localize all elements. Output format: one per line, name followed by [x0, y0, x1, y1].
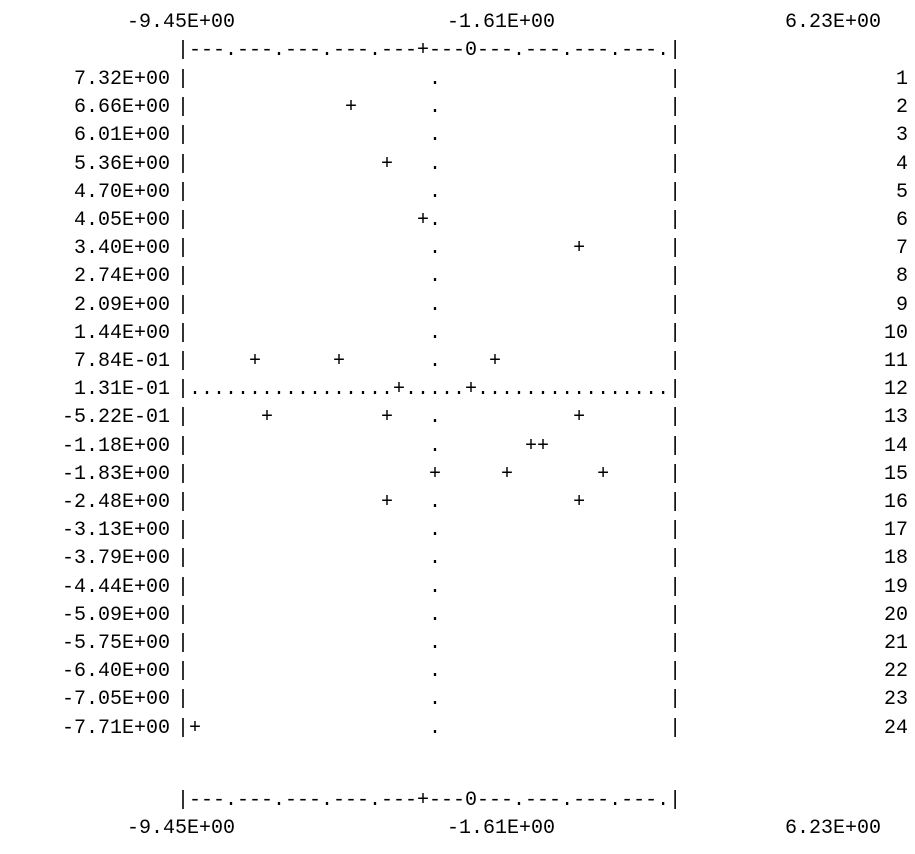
y-tick-label: -3.13E+00	[61, 519, 170, 542]
plot-row: | . |	[177, 322, 682, 345]
plot-row: | . + |	[177, 237, 682, 260]
y-tick-label: -4.44E+00	[61, 576, 170, 599]
plot-row: | . |	[177, 547, 682, 570]
plot-row: | . |	[177, 294, 682, 317]
plot-row: | + . |	[177, 153, 682, 176]
plot-row: | . |	[177, 68, 682, 91]
y-tick-label: 6.66E+00	[73, 96, 170, 119]
row-number: 18	[883, 547, 908, 570]
y-tick-label: 3.40E+00	[73, 237, 170, 260]
plot-row: | . |	[177, 181, 682, 204]
y-tick-label: 7.32E+00	[73, 68, 170, 91]
row-number: 5	[895, 181, 908, 204]
y-tick-label: 1.31E-01	[73, 378, 170, 401]
row-number: 16	[883, 491, 908, 514]
y-tick-label: -5.09E+00	[61, 604, 170, 627]
plot-row: | . |	[177, 632, 682, 655]
plot-row: |+ . |	[177, 717, 682, 740]
plot-row: | + + + |	[177, 463, 682, 486]
row-number: 11	[883, 350, 908, 373]
x-tick-label-bottom-mid: -1.61E+00	[447, 817, 556, 840]
plot-row: | . |	[177, 519, 682, 542]
plot-row: | +. |	[177, 209, 682, 232]
row-number: 6	[895, 209, 908, 232]
y-tick-label: -1.18E+00	[61, 435, 170, 458]
plot-row: | . |	[177, 576, 682, 599]
plot-row: | . |	[177, 124, 682, 147]
row-number: 23	[883, 688, 908, 711]
x-tick-label-bottom-right: 6.23E+00	[785, 817, 882, 840]
row-number: 4	[895, 153, 908, 176]
y-tick-label: -2.48E+00	[61, 491, 170, 514]
row-number: 20	[883, 604, 908, 627]
plot-row: | + . |	[177, 96, 682, 119]
plot-row: |.................+.....+...............…	[177, 378, 682, 401]
y-tick-label: 2.09E+00	[73, 294, 170, 317]
x-tick-label-top-left: -9.45E+00	[127, 11, 236, 34]
y-tick-label: -5.22E-01	[61, 406, 170, 429]
row-number: 1	[895, 68, 908, 91]
y-tick-label: -7.05E+00	[61, 688, 170, 711]
row-number: 24	[883, 717, 908, 740]
row-number: 8	[895, 265, 908, 288]
plot-row: | . |	[177, 660, 682, 683]
row-number: 22	[883, 660, 908, 683]
row-number: 14	[883, 435, 908, 458]
row-number: 7	[895, 237, 908, 260]
y-tick-label: 2.74E+00	[73, 265, 170, 288]
plot-row: | + + . + |	[177, 406, 682, 429]
y-tick-label: -7.71E+00	[61, 717, 170, 740]
row-number: 3	[895, 124, 908, 147]
y-tick-label: -6.40E+00	[61, 660, 170, 683]
row-number: 21	[883, 632, 908, 655]
plot-row: | . ++ |	[177, 435, 682, 458]
y-tick-label: 7.84E-01	[73, 350, 170, 373]
y-tick-label: 4.70E+00	[73, 181, 170, 204]
plot-row: | . |	[177, 265, 682, 288]
plot-row: | + + . + |	[177, 350, 682, 373]
plot-row: | . |	[177, 688, 682, 711]
y-tick-label: -5.75E+00	[61, 632, 170, 655]
y-tick-label: 1.44E+00	[73, 322, 170, 345]
plot-row: | . |	[177, 604, 682, 627]
plot-bottom-border: |---.---.---.---.---+---0---.---.---.---…	[177, 789, 682, 812]
x-tick-label-top-right: 6.23E+00	[785, 11, 882, 34]
x-tick-label-top-mid: -1.61E+00	[447, 11, 556, 34]
row-number: 13	[883, 406, 908, 429]
y-tick-label: -1.83E+00	[61, 463, 170, 486]
x-tick-label-bottom-left: -9.45E+00	[127, 817, 236, 840]
row-number: 17	[883, 519, 908, 542]
row-number: 19	[883, 576, 908, 599]
y-tick-label: 5.36E+00	[73, 153, 170, 176]
plot-top-border: |---.---.---.---.---+---0---.---.---.---…	[177, 39, 682, 62]
y-tick-label: 6.01E+00	[73, 124, 170, 147]
row-number: 15	[883, 463, 908, 486]
y-tick-label: 4.05E+00	[73, 209, 170, 232]
row-number: 9	[895, 294, 908, 317]
row-number: 2	[895, 96, 908, 119]
plot-row: | + . + |	[177, 491, 682, 514]
y-tick-label: -3.79E+00	[61, 547, 170, 570]
row-number: 10	[883, 322, 908, 345]
row-number: 12	[883, 378, 908, 401]
